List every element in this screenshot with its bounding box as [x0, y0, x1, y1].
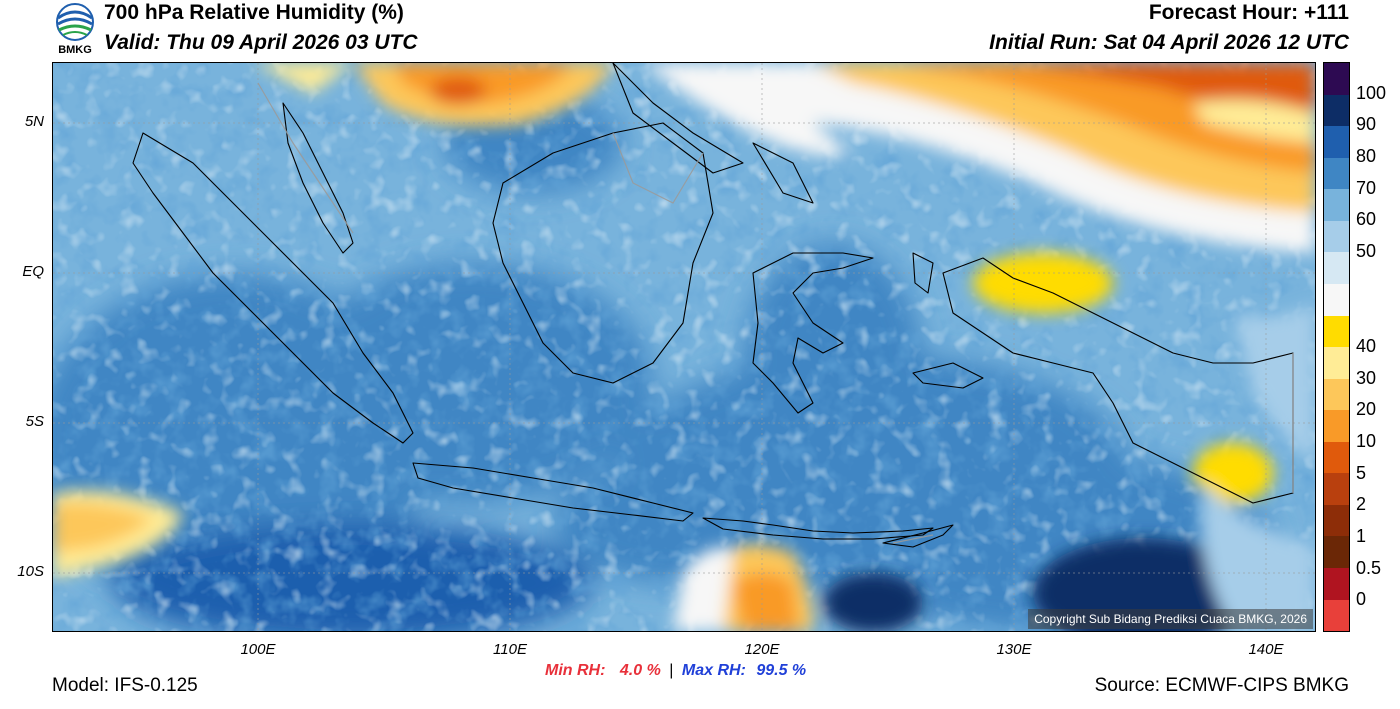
colorbar-segment — [1324, 410, 1349, 442]
colorbar-label: 100 — [1356, 82, 1387, 103]
humidity-map: Copyright Sub Bidang Prediksi Cuaca BMKG… — [52, 62, 1316, 632]
min-rh-label: Min RH: — [545, 662, 606, 679]
colorbar-label: 30 — [1356, 367, 1377, 388]
colorbar-segment — [1324, 283, 1349, 316]
colorbar-label: 10 — [1356, 431, 1377, 451]
colorbar-segment — [1324, 126, 1349, 158]
colorbar-label: 90 — [1356, 114, 1377, 135]
max-rh-value: 99.5 % — [756, 662, 807, 679]
colorbar-segment — [1324, 94, 1349, 127]
colorbar-segment — [1324, 347, 1349, 379]
colorbar-segment — [1324, 63, 1349, 95]
colorbar-label: 40 — [1356, 336, 1377, 356]
max-rh-label: Max RH: — [681, 662, 746, 679]
initial-run: Initial Run: Sat 04 April 2026 12 UTC — [989, 31, 1349, 54]
colorbar-segment — [1324, 220, 1349, 253]
lat-label-eq: EQ — [22, 263, 44, 280]
lon-label-100e: 100E — [240, 641, 276, 658]
rh-statistics: Min RH: 4.0 % | Max RH: 99.5 % — [545, 662, 806, 680]
colorbar-label: 50 — [1356, 241, 1377, 261]
colorbar-label: 0.5 — [1356, 557, 1382, 578]
lon-label-130e: 130E — [996, 641, 1032, 658]
lon-label-120e: 120E — [744, 641, 780, 658]
colorbar-segment — [1324, 157, 1349, 190]
colorbar — [1323, 62, 1350, 632]
lon-label-110e: 110E — [493, 641, 527, 658]
lat-label-5n: 5N — [24, 113, 44, 130]
coastlines — [132, 63, 1294, 548]
colorbar-label: 80 — [1356, 146, 1377, 166]
colorbar-label: 20 — [1356, 399, 1377, 420]
min-rh-value: 4.0 % — [619, 662, 661, 679]
bmkg-logo: BMKG — [52, 2, 98, 60]
colorbar-segment — [1324, 599, 1349, 632]
colorbar-label: 60 — [1356, 209, 1377, 230]
colorbar-segment — [1324, 536, 1349, 568]
source-info: Source: ECMWF-CIPS BMKG — [1094, 675, 1349, 696]
colorbar-segment — [1324, 189, 1349, 221]
chart-title: 700 hPa Relative Humidity (%) — [104, 1, 404, 24]
colorbar-segment — [1324, 473, 1349, 505]
colorbar-segment — [1324, 378, 1349, 411]
lat-label-5s: 5S — [25, 413, 44, 430]
colorbar-segment — [1324, 252, 1349, 284]
colorbar-segment — [1324, 441, 1349, 474]
colorbar-segment — [1324, 504, 1349, 537]
colorbar-segment — [1324, 315, 1349, 348]
stats-separator: | — [669, 662, 674, 679]
colorbar-label: 1 — [1356, 526, 1367, 546]
colorbar-label: 70 — [1356, 177, 1377, 198]
forecast-hour: Forecast Hour: +111 — [1148, 1, 1349, 24]
colorbar-label: 0 — [1356, 589, 1367, 610]
logo-text: BMKG — [58, 44, 92, 56]
colorbar-segment — [1324, 568, 1349, 600]
humidity-field — [53, 63, 1315, 631]
valid-time: Valid: Thu 09 April 2026 03 UTC — [104, 31, 418, 54]
colorbar-label: 2 — [1356, 494, 1367, 515]
lat-label-10s: 10S — [17, 563, 44, 580]
copyright-notice: Copyright Sub Bidang Prediksi Cuaca BMKG… — [1028, 609, 1313, 629]
colorbar-label: 5 — [1356, 462, 1367, 483]
model-info: Model: IFS-0.125 — [52, 675, 198, 696]
lon-label-140e: 140E — [1248, 641, 1284, 658]
